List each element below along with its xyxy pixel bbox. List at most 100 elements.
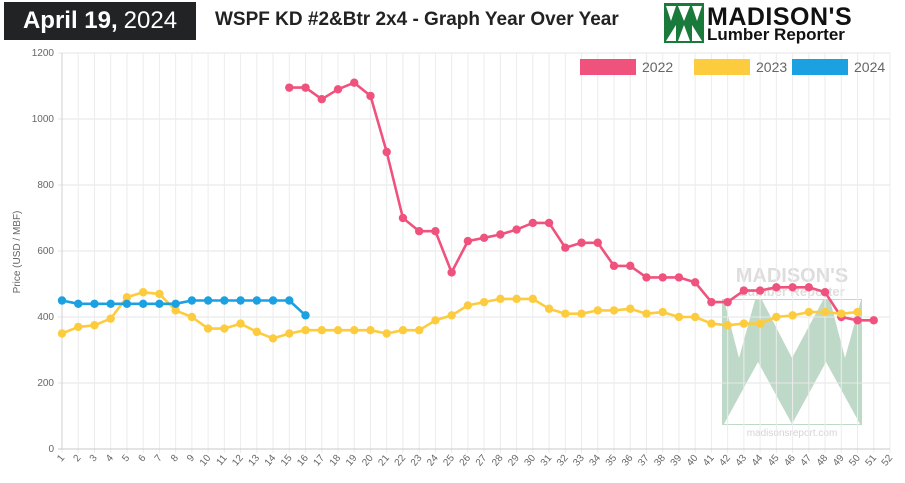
data-point-2023[interactable] [658,307,667,317]
data-point-2023[interactable] [593,306,602,315]
data-point-2023[interactable] [252,327,262,337]
data-point-2022[interactable] [544,218,554,228]
data-point-2022[interactable] [528,218,538,228]
data-point-2023[interactable] [853,307,862,317]
data-point-2022[interactable] [317,95,326,104]
data-point-2024[interactable] [301,311,310,320]
data-point-2024[interactable] [90,299,99,308]
legend-item-2024[interactable]: 2024 [792,59,885,75]
data-point-2022[interactable] [496,230,505,239]
data-point-2022[interactable] [739,286,749,295]
data-point-2023[interactable] [106,314,115,323]
data-point-2023[interactable] [333,326,343,335]
data-point-2023[interactable] [642,309,651,318]
data-point-2023[interactable] [690,312,700,322]
data-point-2023[interactable] [74,322,83,332]
legend-item-2022[interactable]: 2022 [580,59,673,75]
data-point-2023[interactable] [366,326,375,335]
data-point-2023[interactable] [447,311,456,320]
data-point-2023[interactable] [479,297,489,307]
data-point-2022[interactable] [853,316,862,325]
data-point-2022[interactable] [301,83,310,92]
data-point-2022[interactable] [333,85,343,94]
data-point-2023[interactable] [268,334,278,343]
data-point-2024[interactable] [268,296,278,305]
data-point-2022[interactable] [788,283,797,292]
data-point-2023[interactable] [739,319,749,328]
data-point-2024[interactable] [138,299,148,308]
data-point-2024[interactable] [220,296,229,305]
data-point-2023[interactable] [57,329,67,338]
data-point-2024[interactable] [203,296,213,305]
data-point-2022[interactable] [285,83,294,92]
data-point-2023[interactable] [220,324,229,333]
data-point-2022[interactable] [431,227,440,236]
data-point-2023[interactable] [512,294,521,304]
legend-item-2023[interactable]: 2023 [694,59,787,75]
data-point-2022[interactable] [577,238,586,247]
data-point-2023[interactable] [203,324,213,333]
data-point-2022[interactable] [350,78,359,87]
data-point-2022[interactable] [479,233,489,242]
data-point-2024[interactable] [187,296,197,305]
data-point-2022[interactable] [626,261,635,271]
data-point-2023[interactable] [90,321,99,330]
data-point-2022[interactable] [642,273,651,282]
data-point-2023[interactable] [723,321,732,330]
data-point-2024[interactable] [236,296,245,305]
data-point-2022[interactable] [820,288,830,297]
data-point-2023[interactable] [171,306,180,315]
data-point-2023[interactable] [496,294,505,304]
data-point-2022[interactable] [512,225,521,234]
data-point-2022[interactable] [414,227,424,236]
data-point-2024[interactable] [171,299,180,308]
data-point-2023[interactable] [528,294,538,304]
data-point-2023[interactable] [236,319,245,328]
data-point-2022[interactable] [804,283,814,292]
data-point-2022[interactable] [366,91,375,101]
data-point-2023[interactable] [122,293,132,302]
data-point-2023[interactable] [755,319,765,328]
data-point-2023[interactable] [414,326,424,335]
data-point-2023[interactable] [382,329,391,338]
data-point-2023[interactable] [398,326,408,335]
data-point-2022[interactable] [707,297,716,307]
data-point-2022[interactable] [869,316,878,325]
data-point-2023[interactable] [317,326,326,335]
data-point-2024[interactable] [252,296,262,305]
data-point-2023[interactable] [463,301,473,310]
data-point-2023[interactable] [837,309,846,318]
data-point-2023[interactable] [674,312,684,322]
data-point-2023[interactable] [544,304,554,313]
data-point-2022[interactable] [593,238,602,247]
data-point-2023[interactable] [707,319,716,328]
data-point-2022[interactable] [658,273,667,282]
data-point-2024[interactable] [74,299,83,308]
data-point-2024[interactable] [285,296,294,305]
data-point-2024[interactable] [155,299,164,308]
data-point-2023[interactable] [772,312,781,322]
data-point-2022[interactable] [382,147,391,157]
data-point-2023[interactable] [138,288,148,297]
data-point-2022[interactable] [755,286,765,295]
data-point-2022[interactable] [674,273,684,282]
data-point-2023[interactable] [577,309,586,318]
data-point-2024[interactable] [106,299,115,308]
data-point-2023[interactable] [155,289,164,299]
data-point-2022[interactable] [398,213,408,223]
data-point-2022[interactable] [772,283,781,292]
data-point-2023[interactable] [301,326,310,335]
chart-legend[interactable]: 2022 2023 2024 [580,59,885,75]
data-point-2024[interactable] [57,296,67,305]
data-point-2023[interactable] [285,329,294,338]
data-point-2023[interactable] [561,309,570,318]
data-point-2024[interactable] [122,299,132,308]
data-point-2022[interactable] [690,278,700,287]
data-point-2022[interactable] [723,297,732,307]
data-point-2023[interactable] [187,312,197,322]
data-point-2023[interactable] [820,307,830,317]
data-point-2023[interactable] [788,311,797,320]
data-point-2022[interactable] [609,261,619,271]
data-point-2023[interactable] [431,316,440,325]
data-point-2023[interactable] [804,307,814,317]
